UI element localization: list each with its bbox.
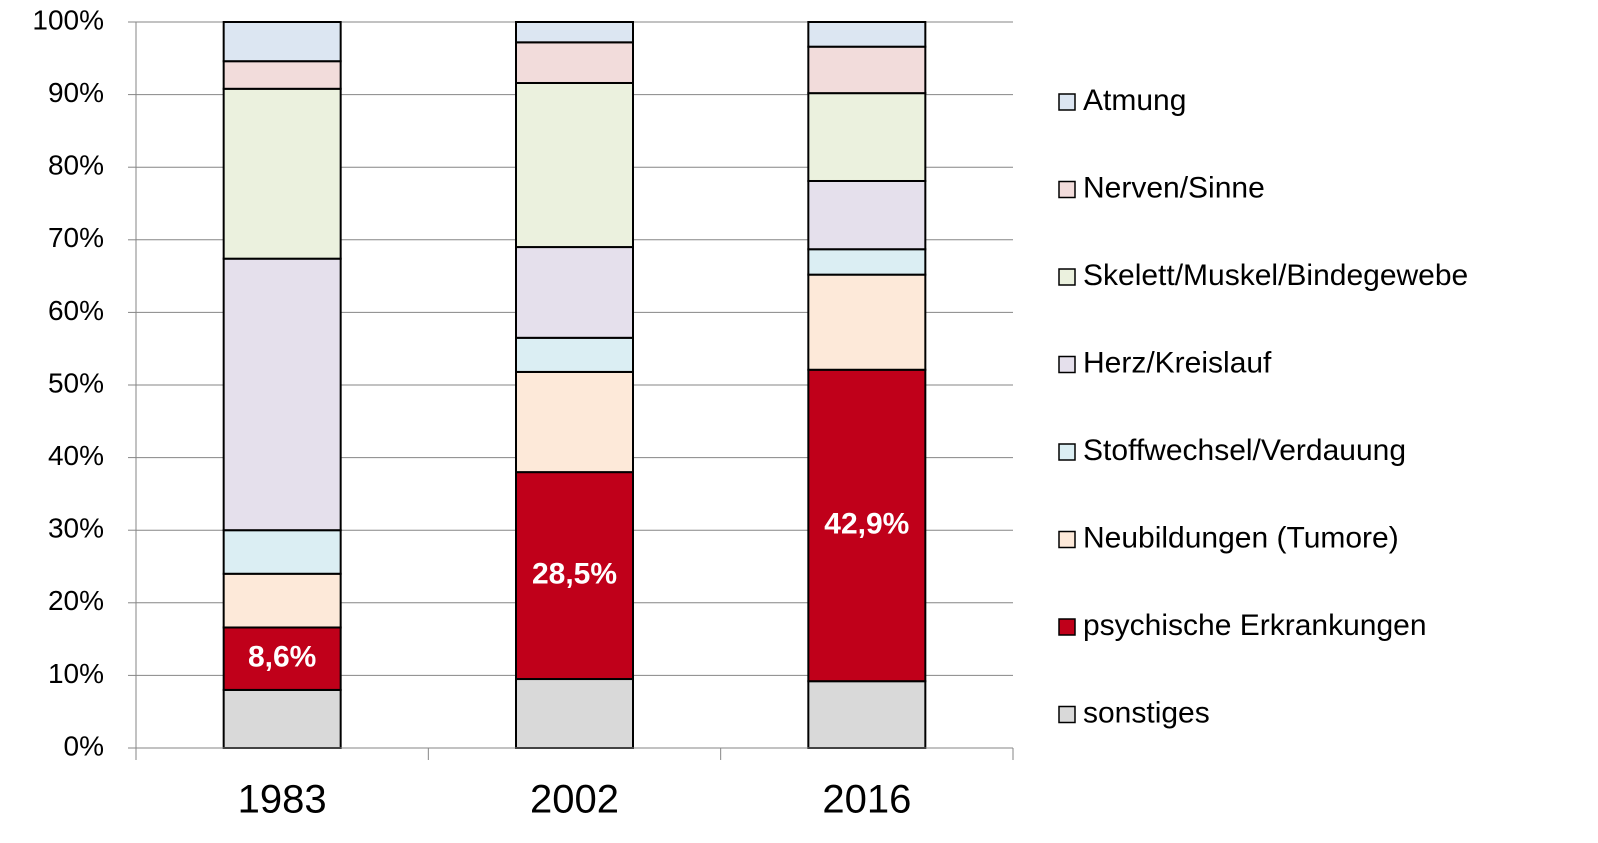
y-tick-label: 70%	[48, 222, 104, 253]
bar-segment	[515, 336, 634, 373]
bar-segment	[807, 179, 927, 251]
bar-segment	[515, 246, 634, 339]
legend-label: Neubildungen (Tumore)	[1083, 521, 1399, 554]
legend-label: Atmung	[1083, 84, 1186, 117]
y-tick-label: 10%	[48, 658, 104, 689]
x-tick-label: 2016	[822, 778, 911, 822]
y-tick-label: 50%	[48, 367, 104, 398]
bar-segment	[807, 45, 927, 95]
y-tick-label: 80%	[48, 150, 104, 181]
bar-segment	[222, 60, 342, 90]
bar-segment	[515, 678, 634, 750]
y-tick-label: 30%	[48, 513, 104, 544]
bar-segment	[807, 21, 927, 48]
bar-segment	[807, 273, 927, 371]
legend-swatch	[1058, 618, 1076, 636]
bar-segment	[515, 471, 634, 681]
legend-label: Stoffwechsel/Verdauung	[1083, 434, 1406, 467]
x-tick-label: 1983	[238, 778, 327, 822]
x-tick-label: 2002	[530, 778, 619, 822]
legend-label: psychische Erkrankungen	[1083, 609, 1427, 642]
legend-swatch	[1058, 530, 1076, 549]
legend-swatch	[1058, 268, 1076, 286]
legend-label: Skelett/Muskel/Bindegewebe	[1083, 259, 1468, 292]
bar-segment	[515, 370, 634, 474]
legend-label: Nerven/Sinne	[1083, 171, 1265, 204]
legend-swatch	[1058, 443, 1076, 461]
legend-swatch	[1058, 355, 1076, 374]
legend-label: Herz/Kreislauf	[1083, 346, 1272, 379]
value-label: 28,5%	[532, 557, 617, 590]
value-label: 42,9%	[824, 507, 909, 540]
bar-segment	[222, 626, 342, 691]
bar-segment	[222, 257, 342, 532]
y-tick-label: 60%	[48, 295, 104, 326]
value-label: 8,6%	[248, 641, 316, 674]
legend-label: sonstiges	[1083, 696, 1210, 729]
bar-segment	[807, 248, 927, 276]
y-tick-label: 100%	[32, 4, 104, 35]
bar-segment	[222, 87, 342, 260]
bar-segment	[807, 92, 927, 182]
y-tick-label: 0%	[64, 730, 104, 761]
bar-segment	[515, 41, 634, 84]
legend-swatch	[1058, 705, 1076, 724]
bar-segment	[807, 368, 927, 683]
bar-segment	[515, 21, 634, 44]
bar-segment	[222, 21, 342, 63]
legend-swatch	[1058, 180, 1076, 199]
bar-segment	[515, 81, 634, 249]
y-tick-label: 20%	[48, 585, 104, 616]
y-tick-label: 90%	[48, 77, 104, 108]
bar-segment	[807, 680, 927, 750]
bar-segment	[222, 529, 342, 575]
bar-segment	[222, 572, 342, 629]
y-tick-label: 40%	[48, 440, 104, 471]
legend-swatch	[1058, 93, 1076, 111]
bar-segment	[222, 688, 342, 749]
